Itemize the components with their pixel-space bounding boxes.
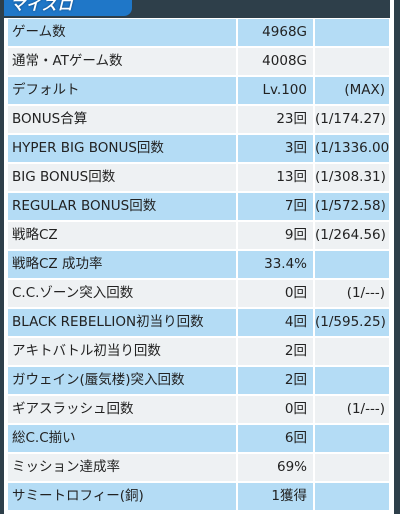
table-row: 戦略CZ 9回 (1/264.56)	[8, 222, 389, 249]
myslo-logo: マイスロ	[4, 0, 132, 16]
row-label: サミートロフィー(銅)	[8, 483, 236, 510]
row-extra: (1/1336.00)	[315, 135, 389, 162]
row-label: BIG BONUS回数	[8, 164, 236, 191]
row-value: 3回	[238, 135, 313, 162]
row-label: HYPER BIG BONUS回数	[8, 135, 236, 162]
row-extra: (1/264.56)	[315, 222, 389, 249]
row-value: 0回	[238, 396, 313, 423]
row-extra: (1/308.31)	[315, 164, 389, 191]
table-row: C.C.ゾーン突入回数 0回 (1/---)	[8, 280, 389, 307]
row-value: Lv.100	[238, 77, 313, 104]
table-row: BIG BONUS回数 13回 (1/308.31)	[8, 164, 389, 191]
row-extra	[315, 338, 389, 365]
row-value: 0回	[238, 280, 313, 307]
row-label: ガウェイン(蜃気楼)突入回数	[8, 367, 236, 394]
row-label: C.C.ゾーン突入回数	[8, 280, 236, 307]
row-label: 戦略CZ	[8, 222, 236, 249]
table-row: ゲーム数 4968G	[8, 19, 389, 46]
row-label: ギアスラッシュ回数	[8, 396, 236, 423]
table-row: BLACK REBELLION初当り回数 4回 (1/595.25)	[8, 309, 389, 336]
row-label: 総C.C揃い	[8, 425, 236, 452]
table-row: 総C.C揃い 6回	[8, 425, 389, 452]
row-label: ミッション達成率	[8, 454, 236, 481]
table-row: デフォルト Lv.100 (MAX)	[8, 77, 389, 104]
row-extra: (1/---)	[315, 396, 389, 423]
table-row: 戦略CZ 成功率 33.4%	[8, 251, 389, 278]
row-value: 6回	[238, 425, 313, 452]
row-value: 33.4%	[238, 251, 313, 278]
row-value: 9回	[238, 222, 313, 249]
table-row: サミートロフィー(銅) 1獲得	[8, 483, 389, 510]
table-row: アキトバトル初当り回数 2回	[8, 338, 389, 365]
row-value: 4回	[238, 309, 313, 336]
table-row: 通常・ATゲーム数 4008G	[8, 48, 389, 75]
row-extra	[315, 19, 389, 46]
row-extra: (1/174.27)	[315, 106, 389, 133]
row-value: 2回	[238, 367, 313, 394]
row-extra	[315, 425, 389, 452]
table-row: REGULAR BONUS回数 7回 (1/572.58)	[8, 193, 389, 220]
row-extra	[315, 48, 389, 75]
row-value: 1獲得	[238, 483, 313, 510]
row-label: アキトバトル初当り回数	[8, 338, 236, 365]
table-row: ガウェイン(蜃気楼)突入回数 2回	[8, 367, 389, 394]
header-bar: マイスロ	[4, 0, 390, 18]
row-label: BONUS合算	[8, 106, 236, 133]
table-row: BONUS合算 23回 (1/174.27)	[8, 106, 389, 133]
row-label: ゲーム数	[8, 19, 236, 46]
row-value: 23回	[238, 106, 313, 133]
row-extra	[315, 483, 389, 510]
row-value: 2回	[238, 338, 313, 365]
row-value: 13回	[238, 164, 313, 191]
row-extra: (MAX)	[315, 77, 389, 104]
row-value: 69%	[238, 454, 313, 481]
table-row: HYPER BIG BONUS回数 3回 (1/1336.00)	[8, 135, 389, 162]
row-label: 通常・ATゲーム数	[8, 48, 236, 75]
row-extra: (1/572.58)	[315, 193, 389, 220]
row-extra	[315, 367, 389, 394]
row-extra	[315, 251, 389, 278]
stats-table: ゲーム数 4968G 通常・ATゲーム数 4008G デフォルト Lv.100 …	[8, 19, 389, 512]
row-extra	[315, 454, 389, 481]
row-value: 4008G	[238, 48, 313, 75]
row-extra: (1/---)	[315, 280, 389, 307]
row-label: 戦略CZ 成功率	[8, 251, 236, 278]
row-label: BLACK REBELLION初当り回数	[8, 309, 236, 336]
row-value: 7回	[238, 193, 313, 220]
row-label: REGULAR BONUS回数	[8, 193, 236, 220]
table-row: ギアスラッシュ回数 0回 (1/---)	[8, 396, 389, 423]
table-row: ミッション達成率 69%	[8, 454, 389, 481]
row-label: デフォルト	[8, 77, 236, 104]
row-value: 4968G	[238, 19, 313, 46]
row-extra: (1/595.25)	[315, 309, 389, 336]
